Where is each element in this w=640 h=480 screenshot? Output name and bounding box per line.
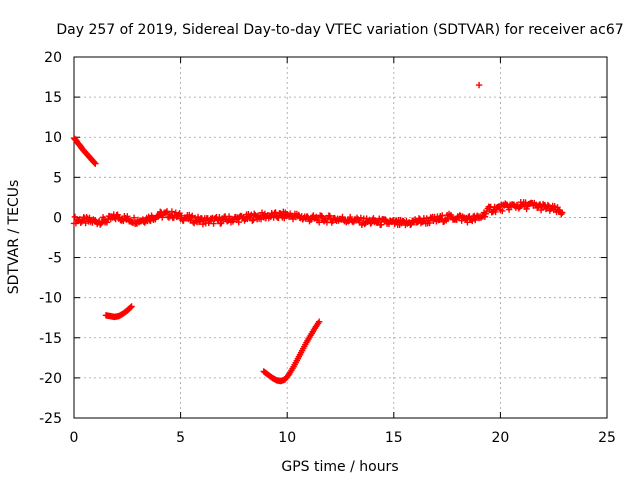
chart-title: Day 257 of 2019, Sidereal Day-to-day VTE… [56,22,623,38]
data-point [91,159,98,167]
data-point [357,214,365,221]
y-tick-label: 20 [44,50,62,66]
data-point [315,219,323,226]
y-tick-label: 5 [53,170,62,186]
data-point [128,303,135,310]
data-point [475,81,483,89]
grid [74,57,607,418]
x-tick-label: 25 [598,430,616,446]
data-point [518,202,525,209]
data-point [367,220,374,227]
data-point [426,219,433,227]
data-point [481,213,489,220]
x-tick-label: 15 [385,430,403,446]
data-point [195,218,203,226]
data-point [168,208,176,215]
x-tick-label: 5 [176,430,185,446]
data-point [188,213,195,221]
y-tick-label: 15 [44,90,62,106]
data-point [210,220,217,227]
data-point [537,206,545,214]
x-tick-label: 0 [70,430,79,446]
data-point [250,216,257,224]
y-axis-label: SDTVAR / TECUs [6,180,22,295]
data-point [147,217,154,225]
data-point [191,214,199,222]
data-point [378,221,385,228]
data-point [175,211,182,218]
y-tick-label: 10 [44,130,62,146]
data-series [70,81,566,385]
plot-frame [73,56,608,419]
data-point [317,212,325,219]
data-point [505,206,513,213]
data-point [249,217,256,224]
data-point [315,318,323,325]
data-point [492,208,499,216]
data-point [235,218,242,226]
data-point [194,213,202,221]
x-tick-label: 10 [278,430,296,446]
data-point [285,372,292,379]
data-point [92,160,99,167]
data-point [554,204,561,211]
y-tick-label: -5 [48,251,62,267]
data-point [162,209,170,216]
data-point [158,214,166,221]
data-point [469,217,476,225]
data-point [523,205,530,213]
data-point [247,212,254,220]
data-point [272,209,279,216]
y-tick-label: 0 [53,210,62,226]
data-point [155,213,162,220]
data-point [130,214,138,222]
data-point [499,207,506,215]
y-tick-label: -20 [39,371,62,387]
data-point [83,214,90,221]
y-tick-label: -25 [39,411,62,427]
data-point [318,213,326,220]
data-point [145,213,152,221]
data-point [544,201,552,209]
data-point [559,209,566,216]
data-point [124,213,131,220]
data-point [392,218,399,225]
data-point [551,203,558,210]
y-tick-label: -15 [39,331,62,347]
data-point [103,219,111,226]
axis-ticks: 0 5 10 15 20 25 -25 -20 -15 -10 -5 0 5 10 15 20 [39,50,616,446]
data-point [464,219,471,226]
y-tick-label: -10 [39,291,62,307]
data-point [326,212,334,220]
data-point [354,216,362,223]
data-point [218,219,225,227]
data-point [127,304,134,311]
data-point [199,220,207,228]
x-axis-label: GPS time / hours [281,459,398,475]
x-tick-label: 20 [491,430,509,446]
